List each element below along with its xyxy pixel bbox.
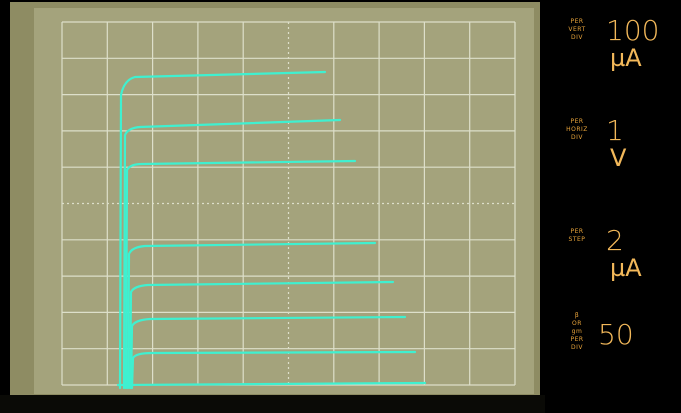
readout-value: 1 — [606, 118, 624, 144]
readout-unit: µA — [610, 256, 642, 280]
readout-unit: V — [610, 146, 626, 170]
readout-label: gm — [562, 328, 592, 335]
readout-label: DIV — [562, 34, 592, 41]
readout-label: DIV — [562, 134, 592, 141]
readout-label: OR — [562, 320, 592, 327]
readout-label: HORIZ — [562, 126, 592, 133]
bezel-shadow — [0, 395, 545, 413]
readout-value: 50 — [598, 322, 634, 348]
readout-label: β — [562, 312, 592, 319]
readout-label: DIV — [562, 344, 592, 351]
readout-label: PER — [562, 18, 592, 25]
readout-label: PER — [562, 336, 592, 343]
scene — [0, 0, 681, 413]
readout-value: 2 — [606, 228, 624, 254]
readout-value: 100 — [606, 18, 659, 44]
readout-unit: µA — [610, 46, 642, 70]
screen — [34, 8, 534, 394]
page: {"readouts": [ {"label": ["PER", "VERT",… — [0, 0, 681, 413]
readout-label: VERT — [562, 26, 592, 33]
readout-label: STEP — [562, 236, 592, 243]
readout-label: PER — [562, 118, 592, 125]
readout-label: PER — [562, 228, 592, 235]
